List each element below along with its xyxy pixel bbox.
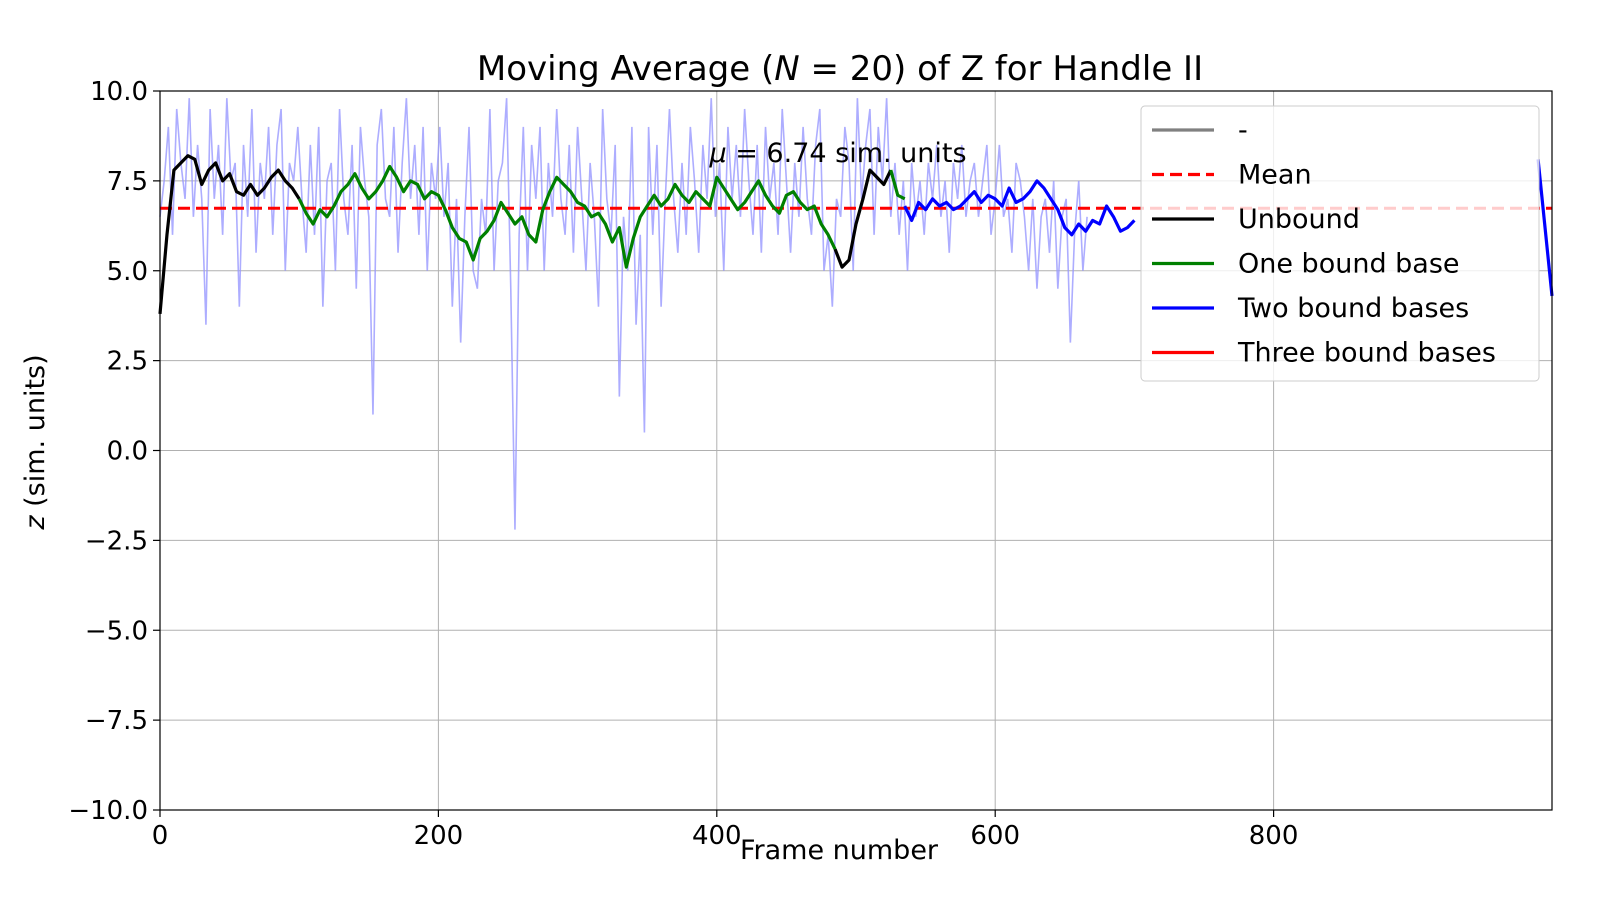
series-line-5 [1536, 159, 1554, 297]
legend-box [1140, 105, 1540, 382]
legend-label-3: One bound base [1238, 249, 1460, 280]
y-tick-label-6: −5.0 [85, 616, 148, 646]
y-tick-label-0: 10.0 [90, 77, 148, 107]
chart-title: Moving Average (N = 20) of Z for Handle … [477, 49, 1203, 89]
series-line-2 [833, 168, 893, 269]
y-tick-label-1: 7.5 [107, 167, 148, 197]
mean-annotation: μ = 6.74 sim. units [708, 138, 966, 169]
legend: - Mean Unbound One bound base Two bound base… [1140, 105, 1540, 382]
y-tick-label-2: 5.0 [107, 257, 148, 287]
legend-label-1: Mean [1238, 160, 1312, 191]
y-tick-label-3: 2.5 [107, 347, 148, 377]
series-line-1 [297, 164, 837, 269]
x-tick-label-4: 800 [1249, 821, 1299, 851]
y-axis-ticks: 10.0 7.5 5.0 2.5 0.0 −2.5 −5.0 −7.5 −10.0 [68, 77, 160, 826]
legend-label-5: Three bound bases [1237, 338, 1496, 369]
legend-label-4: Two bound bases [1237, 293, 1469, 324]
y-tick-label-5: −2.5 [85, 526, 148, 556]
y-axis-label: z (sim. units) [20, 354, 51, 530]
x-axis-ticks: 0 200 400 600 800 [152, 810, 1299, 851]
series-line-3 [889, 169, 906, 201]
legend-label-2: Unbound [1238, 204, 1360, 235]
y-tick-label-4: 0.0 [107, 437, 148, 467]
x-axis-label: Frame number [740, 835, 939, 866]
y-tick-label-8: −10.0 [68, 796, 148, 826]
x-tick-label-0: 0 [152, 821, 169, 851]
moving-average-series [158, 154, 1554, 315]
series-line-0 [158, 154, 301, 315]
x-tick-label-3: 600 [970, 821, 1020, 851]
y-tick-label-7: −7.5 [85, 706, 148, 736]
x-tick-label-1: 200 [414, 821, 464, 851]
x-tick-label-2: 400 [692, 821, 742, 851]
legend-label-0: - [1238, 115, 1248, 146]
series-line-4 [903, 179, 1136, 237]
